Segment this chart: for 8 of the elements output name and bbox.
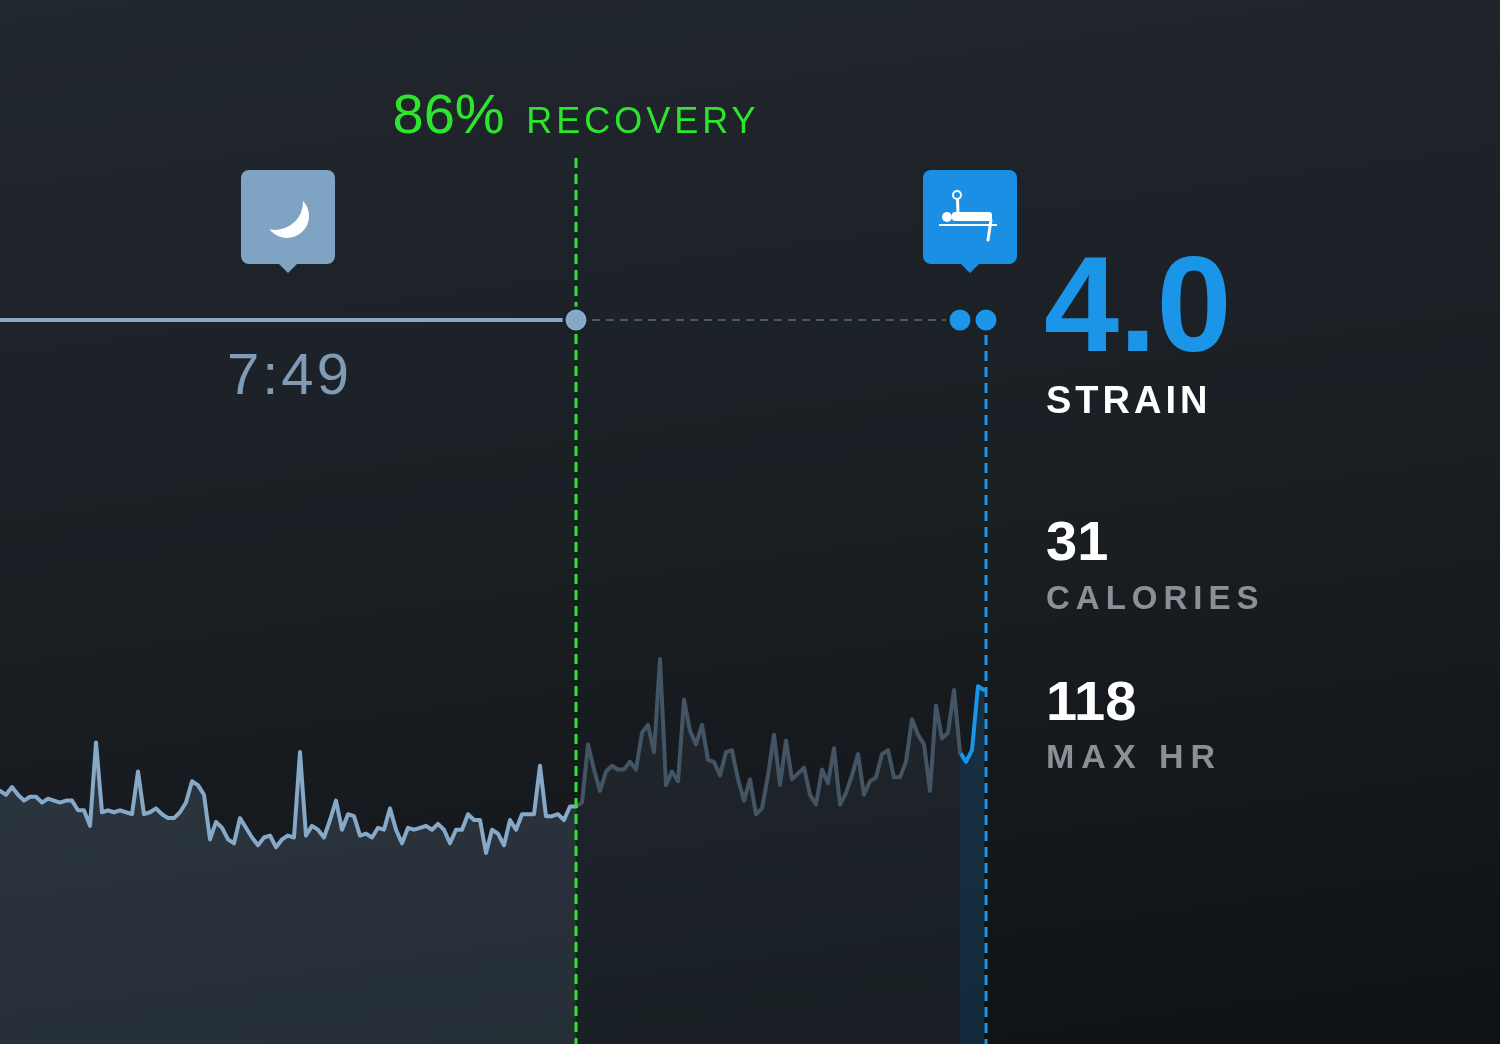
text: STRAIN [1046,379,1212,421]
text: 7:49 [227,341,352,406]
text: 86% RECOVERY [392,82,760,145]
text: CALORIES [1046,579,1265,616]
text: 118 [1046,669,1137,732]
text: 4.0 [1044,229,1232,380]
text: MAX HR [1046,737,1223,775]
text: 31 [1046,509,1109,572]
